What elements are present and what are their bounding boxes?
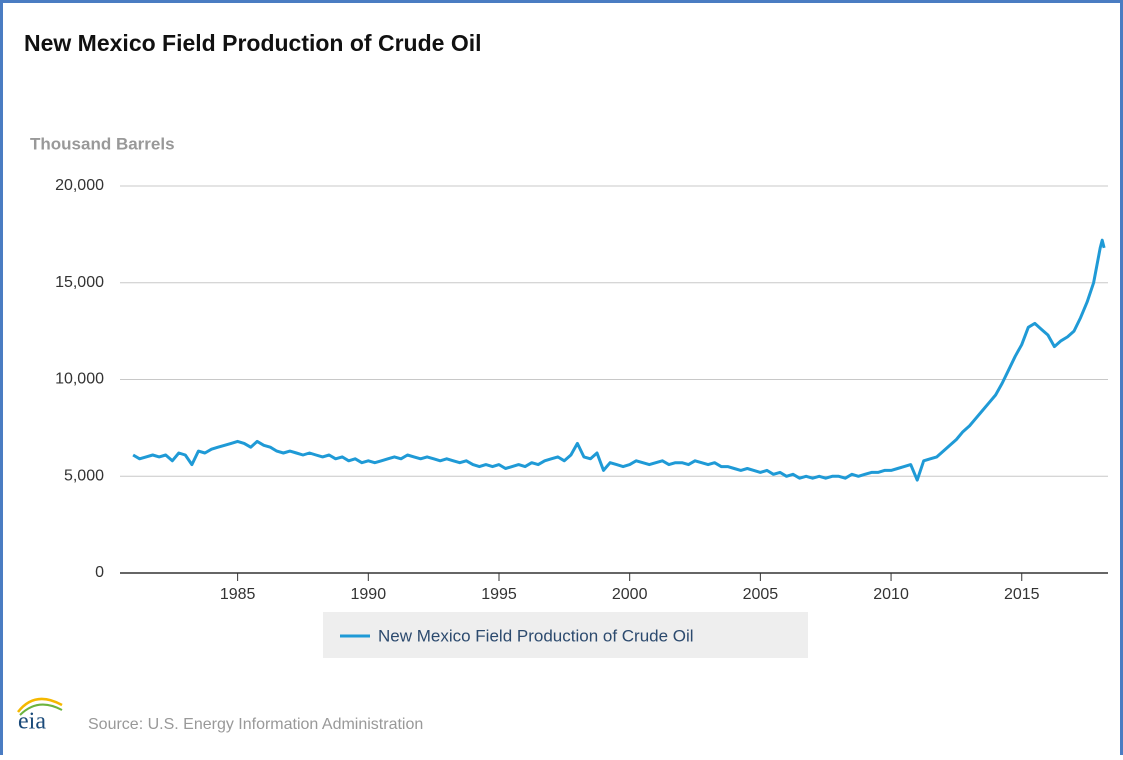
legend-label: New Mexico Field Production of Crude Oil: [378, 626, 694, 645]
y-tick-label: 15,000: [55, 274, 104, 291]
y-tick-label: 10,000: [55, 371, 104, 388]
x-tick-label: 2010: [873, 586, 909, 603]
data-line: [132, 238, 1106, 482]
x-tick-label: 1990: [351, 586, 387, 603]
y-tick-label: 0: [95, 564, 104, 581]
x-tick-label: 2000: [612, 586, 648, 603]
x-tick-label: 1995: [481, 586, 517, 603]
x-tick-label: 2015: [1004, 586, 1040, 603]
x-tick-label: 2005: [743, 586, 779, 603]
logo-swoosh: [19, 703, 63, 716]
logo-swoosh: [17, 697, 63, 713]
legend-box: [323, 612, 808, 658]
y-axis-label: Thousand Barrels: [30, 134, 175, 153]
y-tick-label: 20,000: [55, 177, 104, 194]
source: Source: U.S. Energy Information Administ…: [88, 716, 423, 733]
chart-title: New Mexico Field Production of Crude Oil: [24, 30, 481, 56]
y-tick-label: 5,000: [64, 467, 104, 484]
x-tick-label: 1985: [220, 586, 256, 603]
